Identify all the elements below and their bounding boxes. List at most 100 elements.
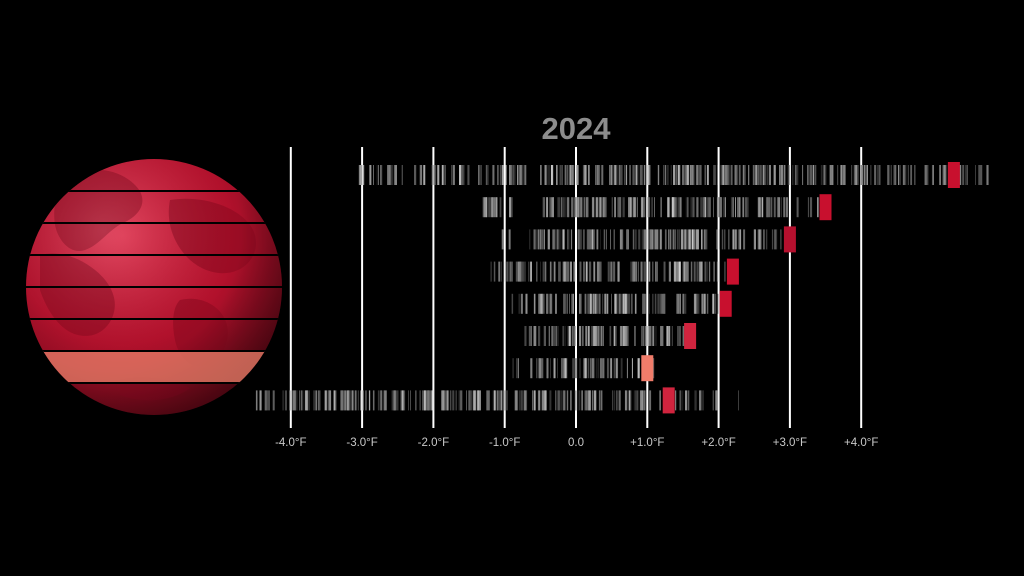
strip-mark xyxy=(529,229,531,250)
strip-mark xyxy=(707,197,710,218)
strip-mark xyxy=(621,326,624,346)
strip-mark xyxy=(617,261,620,282)
strip-mark xyxy=(490,261,492,282)
strip-mark xyxy=(532,390,535,411)
strip-mark xyxy=(569,165,572,185)
strip-mark xyxy=(424,390,427,411)
strip-row xyxy=(501,229,782,250)
strip-mark xyxy=(284,390,287,411)
strip-mark xyxy=(267,390,270,411)
strip-mark xyxy=(396,390,399,411)
strip-mark xyxy=(624,293,625,314)
strip-mark xyxy=(700,390,703,411)
strip-mark xyxy=(588,293,590,314)
strip-mark xyxy=(649,390,652,411)
strip-mark xyxy=(669,229,672,250)
strip-mark xyxy=(942,165,945,185)
strip-mark xyxy=(802,165,804,185)
strip-mark xyxy=(441,165,444,185)
strip-mark xyxy=(893,165,896,185)
strip-mark xyxy=(628,293,630,314)
strip-mark xyxy=(611,293,612,314)
strip-mark xyxy=(598,293,601,314)
x-tick-label: -1.0°F xyxy=(489,437,520,449)
strip-mark xyxy=(365,390,367,411)
strip-mark xyxy=(654,293,657,314)
strip-mark xyxy=(765,229,768,250)
strip-mark xyxy=(573,358,576,379)
year-title: 2024 xyxy=(542,111,612,146)
strip-mark xyxy=(558,229,560,250)
strip-mark xyxy=(573,197,576,218)
strip-mark xyxy=(660,326,662,346)
strip-mark xyxy=(510,261,513,282)
strip-mark xyxy=(980,165,983,185)
strip-mark xyxy=(560,229,562,250)
strip-mark xyxy=(549,197,551,218)
strip-mark xyxy=(327,390,330,411)
strip-mark xyxy=(738,390,739,411)
x-tick-label: 0.0 xyxy=(568,437,584,449)
strip-mark xyxy=(735,197,736,218)
strip-mark xyxy=(390,165,392,185)
strip-mark xyxy=(387,165,390,185)
strip-mark xyxy=(676,261,679,282)
strip-mark xyxy=(649,326,652,346)
strip-mark xyxy=(615,165,618,185)
strip-mark xyxy=(701,229,703,250)
strip-mark xyxy=(756,165,758,185)
strip-mark xyxy=(659,390,661,411)
strip-mark xyxy=(546,197,548,218)
strip-mark xyxy=(318,390,321,411)
strip-mark xyxy=(600,261,602,282)
strip-mark xyxy=(566,197,569,218)
strip-mark xyxy=(630,261,632,282)
strip-mark xyxy=(664,229,666,250)
strip-mark xyxy=(714,165,716,185)
strip-mark xyxy=(586,261,587,282)
strip-mark xyxy=(573,165,575,185)
strip-mark xyxy=(738,197,741,218)
strip-mark xyxy=(562,229,565,250)
strip-mark xyxy=(761,197,763,218)
strip-mark xyxy=(679,197,682,218)
strip-mark xyxy=(592,229,595,250)
strip-mark xyxy=(511,197,513,218)
strip-mark xyxy=(560,261,561,282)
strip-mark xyxy=(610,229,611,250)
strip-mark xyxy=(574,326,576,346)
strip-mark xyxy=(780,165,782,185)
strip-mark xyxy=(595,165,597,185)
strip-mark xyxy=(753,229,755,250)
strip-mark xyxy=(515,261,518,282)
strip-mark xyxy=(713,261,715,282)
strip-mark xyxy=(660,197,662,218)
strip-mark xyxy=(572,358,574,379)
strip-mark xyxy=(766,197,769,218)
strip-mark xyxy=(682,326,685,346)
strip-mark xyxy=(905,165,907,185)
strip-mark xyxy=(564,165,566,185)
strip-mark xyxy=(308,390,310,411)
data-strips xyxy=(255,165,989,411)
strip-mark xyxy=(679,293,681,314)
strip-mark xyxy=(617,293,619,314)
strip-mark xyxy=(566,390,569,411)
strip-mark xyxy=(716,165,718,185)
strip-mark xyxy=(697,165,700,185)
strip-mark xyxy=(831,165,834,185)
strip-mark xyxy=(728,165,730,185)
strip-mark xyxy=(637,165,639,185)
strip-mark xyxy=(679,390,682,411)
strip-mark xyxy=(866,165,868,185)
strip-mark xyxy=(526,293,528,314)
strip-mark xyxy=(484,197,488,218)
strip-mark xyxy=(898,165,899,185)
strip-mark xyxy=(877,165,879,185)
strip-mark xyxy=(295,390,298,411)
strip-mark xyxy=(610,261,613,282)
strip-mark xyxy=(716,261,719,282)
strip-mark xyxy=(498,261,501,282)
strip-mark xyxy=(589,358,591,379)
strip-mark xyxy=(530,261,532,282)
